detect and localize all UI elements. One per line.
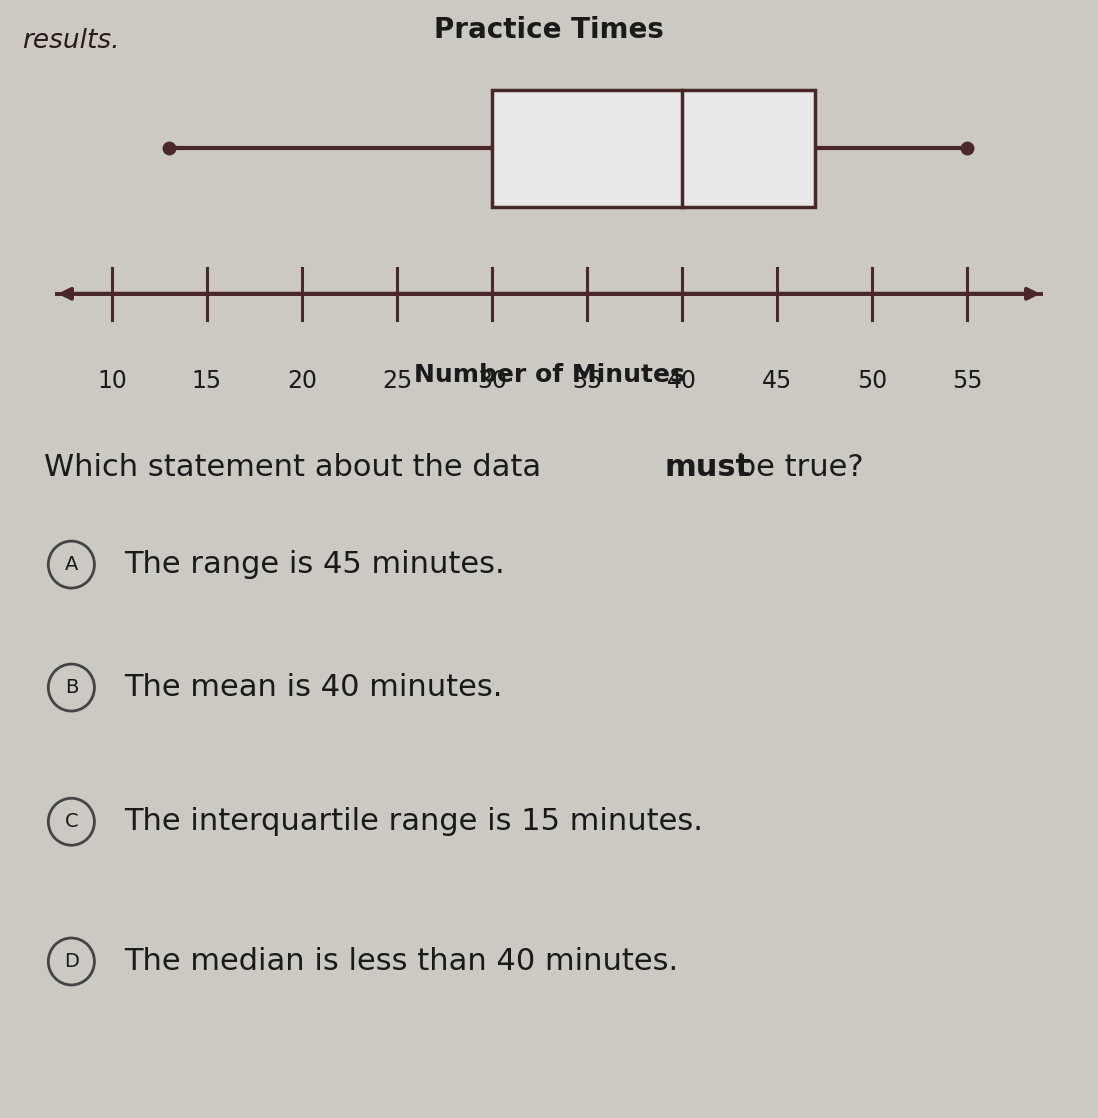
- Text: The interquartile range is 15 minutes.: The interquartile range is 15 minutes.: [124, 807, 703, 836]
- Text: 35: 35: [572, 369, 602, 394]
- Text: be true?: be true?: [727, 453, 863, 482]
- Text: Number of Minutes: Number of Minutes: [414, 363, 684, 387]
- Text: A: A: [65, 556, 78, 574]
- Text: 20: 20: [287, 369, 317, 394]
- Text: Practice Times: Practice Times: [434, 16, 664, 44]
- Text: D: D: [64, 953, 79, 970]
- Text: 15: 15: [192, 369, 222, 394]
- Text: C: C: [65, 813, 78, 831]
- Text: B: B: [65, 679, 78, 697]
- Text: Which statement about the data: Which statement about the data: [44, 453, 551, 482]
- Text: 10: 10: [97, 369, 127, 394]
- Text: 50: 50: [856, 369, 887, 394]
- Text: results.: results.: [22, 28, 120, 54]
- Text: 30: 30: [477, 369, 507, 394]
- Text: 55: 55: [952, 369, 983, 394]
- Bar: [492, 91, 815, 207]
- Text: 45: 45: [762, 369, 792, 394]
- Text: 40: 40: [666, 369, 697, 394]
- Text: 25: 25: [382, 369, 412, 394]
- Text: The range is 45 minutes.: The range is 45 minutes.: [124, 550, 505, 579]
- Text: The mean is 40 minutes.: The mean is 40 minutes.: [124, 673, 503, 702]
- Text: The median is less than 40 minutes.: The median is less than 40 minutes.: [124, 947, 679, 976]
- Text: must: must: [664, 453, 751, 482]
